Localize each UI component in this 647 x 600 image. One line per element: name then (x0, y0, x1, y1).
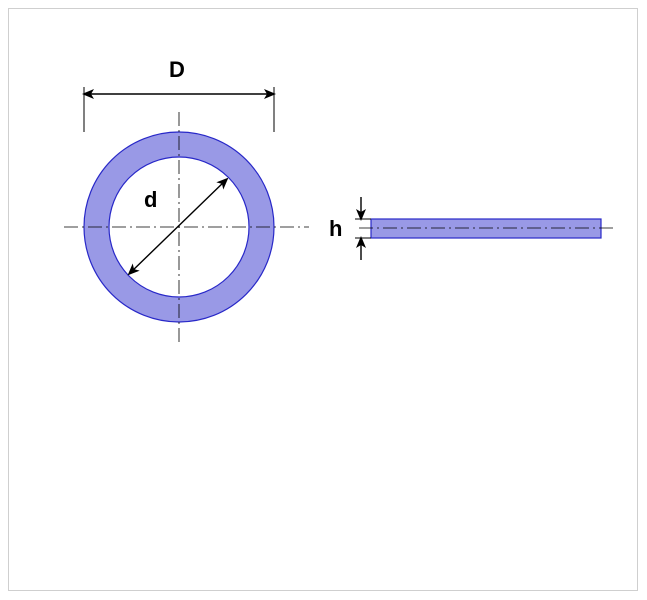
thickness-label: h (329, 216, 342, 242)
outer-diameter-label: D (169, 57, 185, 83)
thickness-dimension (355, 197, 371, 260)
inner-diameter-label: d (144, 187, 157, 213)
side-view-shape (371, 219, 601, 238)
diagram-frame: D d h (8, 8, 638, 591)
diagram-svg (9, 9, 639, 592)
